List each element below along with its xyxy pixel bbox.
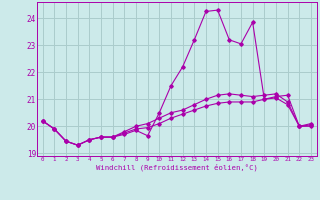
X-axis label: Windchill (Refroidissement éolien,°C): Windchill (Refroidissement éolien,°C) xyxy=(96,163,258,171)
